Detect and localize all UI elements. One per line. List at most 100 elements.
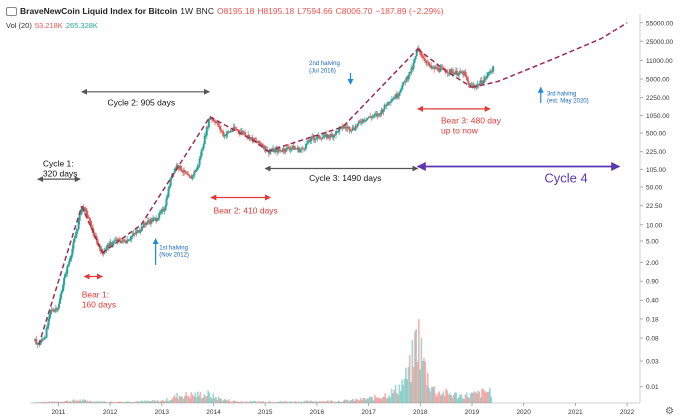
cycle-3-label-line: Cycle 3: 1490 days: [309, 173, 381, 183]
volume-bar: [195, 397, 198, 403]
candle-body: [328, 136, 331, 138]
candle-body: [227, 131, 230, 133]
volume-bar: [339, 401, 341, 403]
candle-body: [51, 309, 54, 311]
volume-bar: [212, 393, 215, 403]
candle-body: [379, 113, 382, 115]
candle-body: [315, 138, 318, 139]
candle-body: [292, 145, 295, 150]
volume-bar: [52, 401, 54, 403]
volume-bar: [249, 400, 252, 403]
volume-bar: [335, 401, 337, 403]
candle-body: [397, 95, 400, 98]
candle-body: [145, 222, 148, 225]
volume-bar: [47, 402, 49, 403]
candle-body: [321, 137, 324, 139]
candle-body: [58, 298, 61, 304]
volume-bar: [423, 357, 425, 403]
volume-bar: [282, 401, 284, 403]
candle-body: [304, 148, 307, 150]
volume-bar: [292, 402, 295, 403]
candle-body: [317, 135, 320, 137]
volume-bar: [402, 385, 405, 403]
candle-body: [71, 248, 74, 256]
volume-bar: [323, 401, 326, 403]
candle-body: [43, 337, 46, 340]
bear-1-label-line: 160 days: [82, 300, 117, 310]
candle-body: [108, 242, 111, 248]
candle-body: [451, 72, 454, 74]
volume-bar: [309, 400, 312, 403]
candle-body: [432, 66, 435, 68]
volume-bar: [324, 401, 327, 403]
volume-bar: [385, 398, 388, 403]
candle-body: [237, 130, 240, 132]
candle-body: [113, 240, 116, 242]
candle-body: [96, 238, 99, 244]
interval-label[interactable]: 1W: [180, 6, 194, 16]
volume-bar: [454, 392, 456, 403]
open-value: O8195.18: [216, 6, 255, 16]
candle-body: [327, 134, 330, 137]
volume-bar: [349, 400, 352, 403]
candle-body: [465, 75, 468, 78]
candle-body: [156, 220, 159, 222]
candle-body: [137, 230, 140, 233]
bear-1-label-line: Bear 1:: [82, 289, 109, 299]
candle-body: [391, 99, 394, 100]
volume-label: Vol (20): [6, 20, 32, 30]
candle-body: [103, 251, 106, 254]
volume-bar: [358, 400, 361, 403]
volume-bar: [359, 397, 362, 403]
candle-body: [56, 308, 59, 311]
second-halving-label-line: (Jul 2016): [309, 68, 336, 74]
candle-body: [295, 148, 298, 150]
candle-body: [212, 119, 214, 121]
candle-body: [300, 148, 303, 150]
volume-bar: [331, 400, 334, 403]
candle-body: [490, 71, 493, 73]
volume-bar: [246, 401, 248, 403]
eye-icon[interactable]: [6, 6, 17, 16]
volume-bar: [365, 399, 367, 403]
candle-body: [229, 130, 232, 133]
candle-body: [382, 109, 385, 113]
volume-bar: [71, 400, 74, 403]
candle-body: [378, 113, 381, 115]
candle-body: [83, 208, 86, 212]
candle-body: [114, 239, 117, 241]
candle-body: [127, 239, 130, 241]
volume-bar: [225, 400, 228, 403]
candle-body: [161, 209, 164, 211]
candle-body: [296, 147, 299, 150]
candle-body: [472, 85, 475, 87]
candle-body: [204, 135, 207, 137]
gear-icon[interactable]: ⚙: [665, 406, 674, 417]
candle-body: [293, 148, 296, 150]
candle-body: [53, 309, 56, 312]
candle-body: [409, 71, 412, 73]
candle-body: [318, 135, 321, 139]
candle-body: [372, 115, 375, 117]
candle-body: [373, 114, 376, 116]
volume-bar: [310, 400, 313, 403]
volume-bar: [463, 399, 465, 403]
candle-body: [436, 67, 439, 70]
candle-body: [488, 72, 491, 74]
volume-bar: [275, 402, 278, 403]
candle-body: [473, 85, 476, 87]
candle-body: [467, 80, 470, 84]
candle-body: [72, 242, 75, 249]
candle-body: [74, 235, 77, 239]
candle-body: [62, 284, 65, 292]
volume-bar: [202, 397, 204, 403]
candle-body: [174, 168, 177, 170]
volume-bar: [97, 401, 100, 403]
candle-body: [214, 121, 217, 123]
candle-body: [462, 72, 465, 76]
candle-body: [274, 149, 277, 153]
volume-bar: [265, 402, 268, 403]
candle-body: [199, 155, 202, 159]
